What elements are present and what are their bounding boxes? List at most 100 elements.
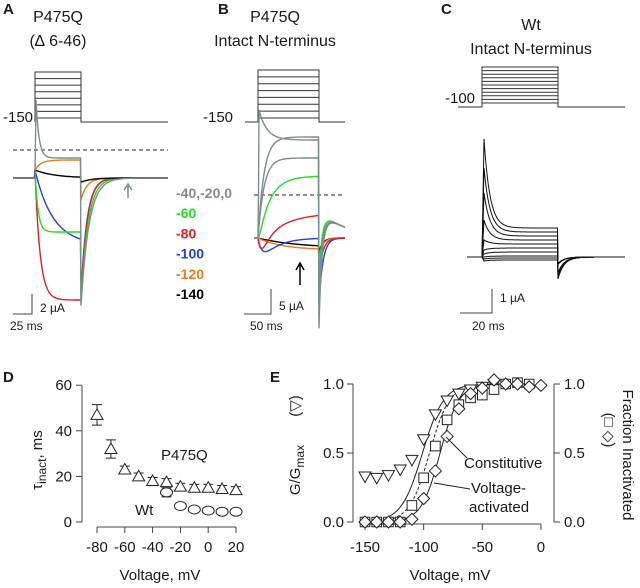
svg-text:G/Gmax: G/Gmax	[287, 445, 307, 495]
panel-e-right-y-markers: (□ ◇)	[600, 413, 617, 448]
data-point-diamond	[358, 515, 372, 529]
data-point-p475q	[131, 469, 146, 482]
panel-c-scale-x: 20 ms	[472, 319, 505, 333]
panel-e: E 0.0 0.0 0.5 0.5 1.0 1.0 -150 -100 -50 0 Constit…	[270, 369, 636, 584]
panel-d-label: D	[3, 369, 14, 386]
legend-item-3: -100	[176, 246, 204, 262]
panel-d-series-label-wt: Wt	[135, 502, 154, 519]
voltage-step-outline	[34, 71, 168, 123]
panel-a-arrow	[123, 182, 133, 198]
x-tick-label: -100	[409, 539, 439, 556]
annotation-activated: activated	[469, 499, 529, 516]
y-tick-label: 60	[55, 377, 72, 394]
panel-c-label: C	[441, 1, 452, 18]
current-trace-2	[467, 192, 625, 278]
panel-a-title: P475Q	[33, 9, 83, 26]
data-point-p475q	[201, 480, 216, 493]
panel-c-scale-bar	[460, 289, 493, 314]
data-point-diamond	[522, 380, 536, 394]
data-point-diamond	[475, 381, 490, 395]
panel-e-left-y-axis-label: G/Gmax	[287, 445, 307, 495]
data-point-triangle-down	[440, 395, 454, 408]
data-point-p475q	[104, 442, 118, 455]
data-point-p475q	[90, 407, 104, 420]
right-y-tick-label: 0.5	[564, 445, 585, 462]
data-point-diamond	[510, 377, 525, 391]
x-tick-label: -80	[86, 539, 108, 556]
svg-text:Fraction Inactivated: Fraction Inactivated	[619, 390, 636, 521]
left-y-tick-label: 0.5	[323, 445, 344, 462]
panel-b: B P475Q Intact N-terminus -150 5 µA 50 m…	[203, 1, 346, 333]
data-point-square	[406, 500, 418, 511]
data-point-p475q	[159, 475, 174, 488]
data-point-diamond	[487, 373, 501, 387]
panel-b-label: B	[218, 1, 229, 18]
panel-a: A P475Q (∆ 6-46) -150 -40,-20,0 -60 -80 -10…	[3, 1, 232, 333]
panel-e-x-axis-label: Voltage, mV	[410, 567, 491, 584]
data-point-triangle-down	[369, 472, 384, 485]
panel-a-voltage-protocol	[34, 71, 168, 123]
panel-a-current-traces	[13, 99, 168, 306]
current-trace-4	[254, 175, 346, 289]
panel-c-title: Wt	[521, 17, 541, 34]
current-trace-9	[467, 256, 625, 265]
voltage-step-outline	[245, 69, 345, 123]
y-tick-label: 40	[55, 423, 72, 440]
data-point-p475q	[145, 473, 160, 486]
y-tick-label: 20	[55, 468, 72, 485]
panel-a-label: A	[3, 1, 14, 18]
legend-item-4: -120	[176, 266, 204, 282]
legend-item-2: -80	[176, 225, 196, 241]
data-point-wt	[187, 504, 201, 515]
data-point-square	[418, 472, 429, 484]
data-point-wt	[160, 487, 173, 498]
annotation-constitutive: Constitutive	[464, 455, 542, 472]
current-trace-2	[254, 237, 345, 303]
panel-d-axes: 0 20 40 60 -80 -60 -40 -20 0 20	[55, 377, 244, 556]
panel-b-scale-y: 5 µA	[279, 299, 304, 313]
panel-b-current-traces	[254, 109, 346, 329]
data-point-wt	[201, 505, 215, 516]
data-point-p475q	[215, 481, 229, 494]
data-point-p475q	[117, 462, 132, 475]
voltage-step-outline	[458, 66, 625, 108]
y-tick-label: 0	[64, 514, 72, 531]
left-y-tick-label: 1.0	[323, 376, 344, 393]
x-tick-label: -40	[142, 539, 164, 556]
data-point-diamond	[499, 377, 513, 391]
panel-d-y-axis-label: τinact, ms	[29, 430, 49, 490]
current-trace-1	[254, 237, 345, 257]
legend-item-1: -60	[176, 205, 196, 221]
x-tick-label: 0	[204, 539, 212, 556]
panel-a-scale-y: 2 µA	[40, 301, 65, 315]
panel-e-data	[358, 373, 548, 529]
data-point-square	[441, 414, 453, 426]
panel-d-series-label-p475q: P475Q	[161, 447, 208, 464]
data-point-wt	[229, 506, 243, 517]
panel-d-x-axis-label: Voltage, mV	[120, 567, 201, 584]
data-point-p475q	[187, 480, 202, 493]
panel-e-left-y-marker: (▽)	[287, 395, 304, 417]
data-point-diamond	[416, 491, 431, 506]
annotation-voltage: Voltage-	[471, 480, 526, 497]
data-point-p475q	[173, 479, 188, 492]
x-tick-label: -20	[170, 539, 192, 556]
current-trace-2	[13, 169, 168, 304]
x-tick-label: -150	[350, 539, 380, 556]
data-point-triangle-down	[428, 409, 443, 422]
svg-text:(□ ◇): (□ ◇)	[600, 413, 617, 448]
data-point-diamond	[463, 386, 478, 401]
current-trace-6	[254, 136, 346, 317]
panel-d-data	[90, 404, 243, 517]
current-trace-3	[254, 214, 345, 275]
panel-c: C Wt Intact N-terminus -100 1 µA 20 ms	[441, 1, 625, 333]
panel-b-title: P475Q	[250, 9, 300, 26]
panel-a-subtitle: (∆ 6-46)	[30, 33, 87, 50]
panel-b-arrow	[295, 261, 305, 285]
data-point-triangle-down	[451, 388, 466, 401]
data-point-diamond	[452, 402, 466, 416]
data-point-triangle-down	[393, 464, 408, 477]
data-point-diamond	[405, 512, 419, 526]
left-y-tick-label: 0.0	[323, 514, 344, 531]
